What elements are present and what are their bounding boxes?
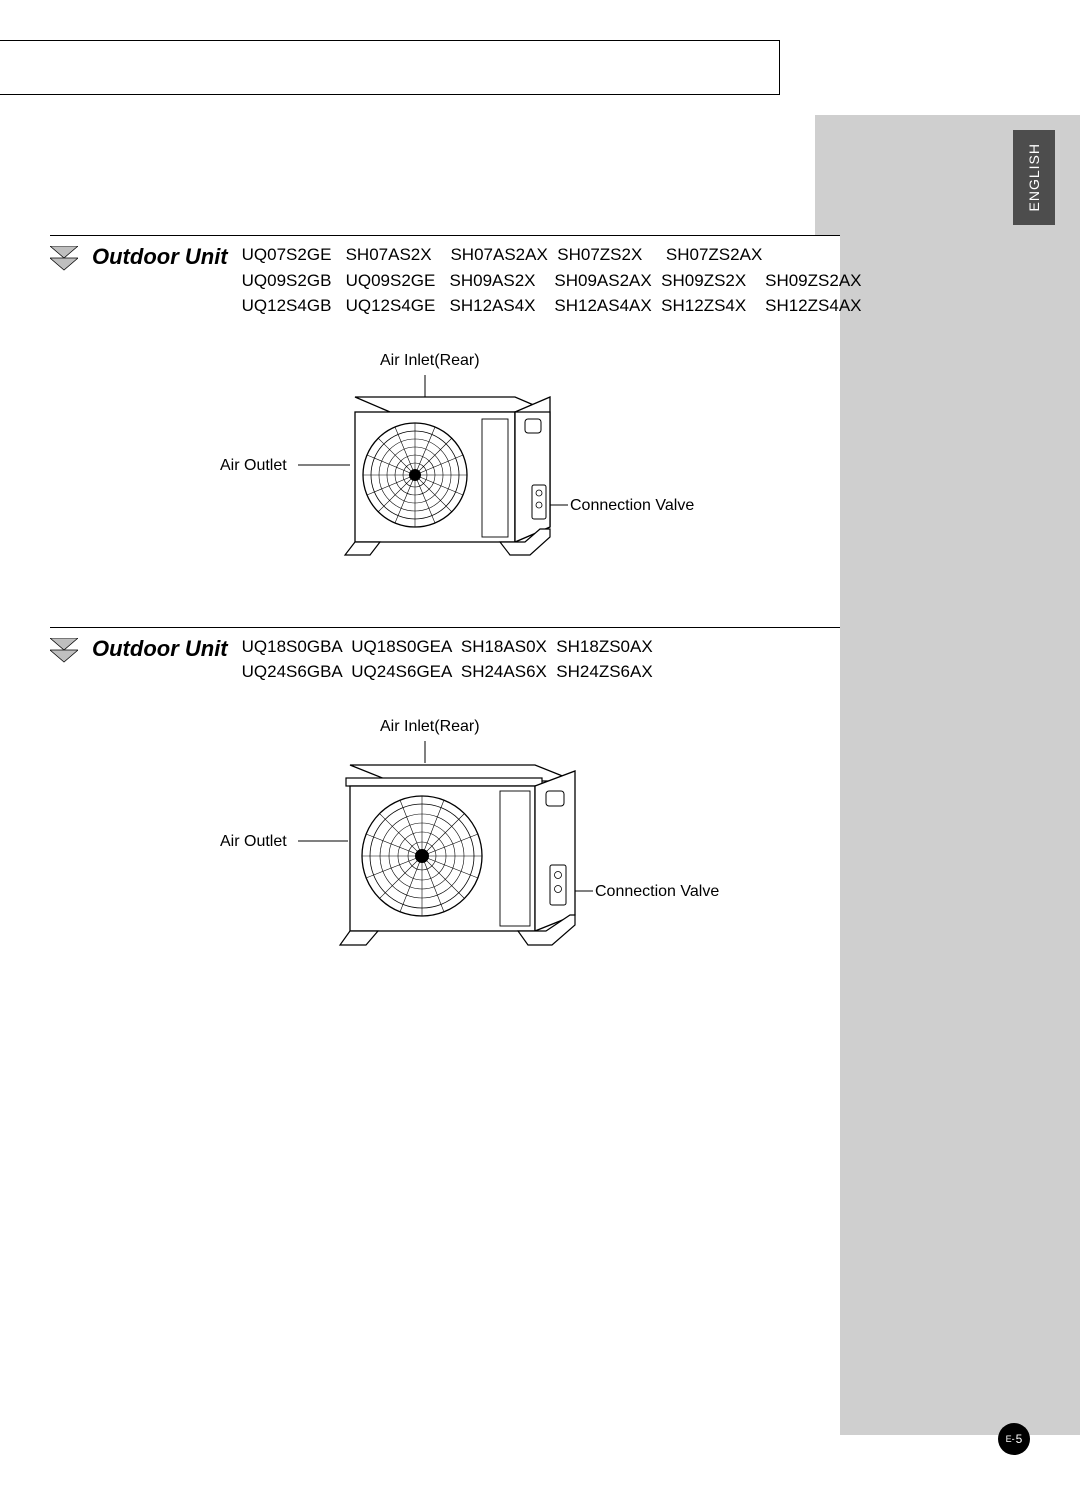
top-empty-box — [0, 40, 780, 95]
divider — [50, 235, 840, 236]
page-number-prefix: E- — [1006, 1434, 1015, 1444]
language-tab: ENGLISH — [1013, 130, 1055, 225]
section-outdoor-unit-large: Outdoor Unit UQ18S0GBA UQ18S0GEA SH18AS0… — [50, 627, 840, 1013]
model-row: UQ12S4GB UQ12S4GE SH12AS4X SH12AS4AX SH1… — [242, 293, 862, 319]
model-row: UQ07S2GE SH07AS2X SH07AS2AX SH07ZS2X SH0… — [242, 242, 862, 268]
outdoor-unit-diagram-small: Air Inlet(Rear) Air Outlet Connection Va… — [250, 357, 770, 577]
model-list: UQ07S2GE SH07AS2X SH07AS2AX SH07ZS2X SH0… — [242, 242, 862, 319]
model-row: UQ18S0GBA UQ18S0GEA SH18AS0X SH18ZS0AX — [242, 634, 653, 660]
model-row: UQ24S6GBA UQ24S6GEA SH24AS6X SH24ZS6AX — [242, 659, 653, 685]
connection-valve-label: Connection Valve — [595, 883, 719, 901]
air-outlet-label: Air Outlet — [220, 833, 287, 851]
model-row: UQ09S2GB UQ09S2GE SH09AS2X SH09AS2AX SH0… — [242, 268, 862, 294]
air-inlet-label: Air Inlet(Rear) — [380, 718, 480, 736]
chevron-down-icon — [50, 638, 78, 664]
air-outlet-label: Air Outlet — [220, 457, 287, 475]
connection-valve-label: Connection Valve — [570, 497, 694, 515]
page-number-badge: E-5 — [998, 1423, 1030, 1455]
section-title: Outdoor Unit — [92, 634, 228, 662]
outdoor-unit-svg — [250, 357, 770, 577]
language-label: ENGLISH — [1026, 143, 1042, 211]
outdoor-unit-diagram-large: Air Inlet(Rear) Air Outlet Connection Va… — [250, 723, 770, 973]
divider — [50, 627, 840, 628]
content-panel: Outdoor Unit UQ07S2GE SH07AS2X SH07AS2AX… — [50, 235, 840, 1435]
page-number: 5 — [1016, 1432, 1023, 1446]
outdoor-unit-svg — [250, 723, 790, 973]
air-inlet-label: Air Inlet(Rear) — [380, 352, 480, 370]
model-list: UQ18S0GBA UQ18S0GEA SH18AS0X SH18ZS0AX U… — [242, 634, 653, 685]
chevron-down-icon — [50, 246, 78, 272]
section-outdoor-unit-small: Outdoor Unit UQ07S2GE SH07AS2X SH07AS2AX… — [50, 235, 840, 617]
section-title: Outdoor Unit — [92, 242, 228, 270]
